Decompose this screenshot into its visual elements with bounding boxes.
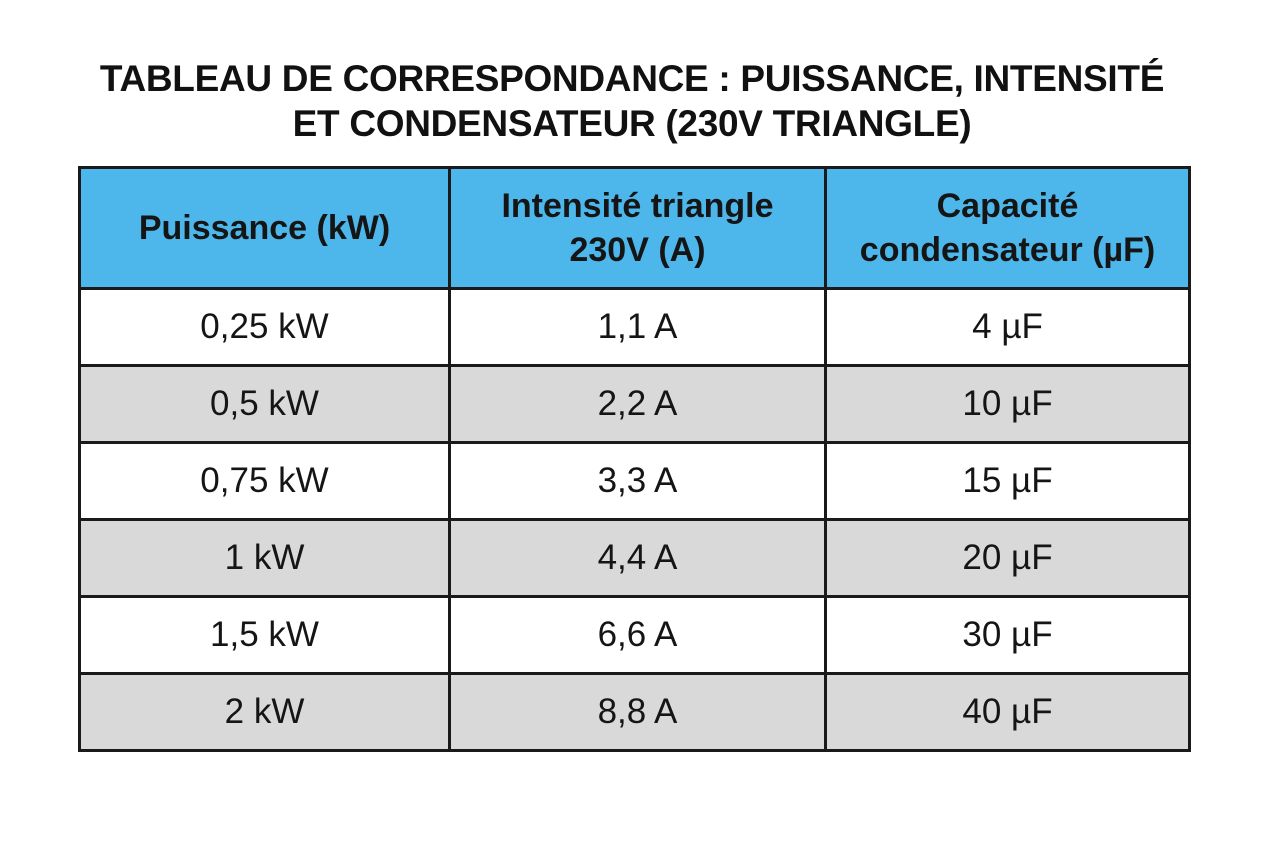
cell-capacitance: 40 µF	[824, 672, 1191, 752]
correspondence-table: Puissance (kW) Intensité triangle 230V (…	[78, 166, 1191, 752]
table-row: 0,75 kW 3,3 A 15 µF	[78, 441, 1191, 521]
table-header: Puissance (kW) Intensité triangle 230V (…	[78, 166, 1191, 290]
cell-current: 3,3 A	[448, 441, 827, 521]
cell-current: 6,6 A	[448, 595, 827, 675]
cell-capacitance: 10 µF	[824, 364, 1191, 444]
table-row: 0,25 kW 1,1 A 4 µF	[78, 287, 1191, 367]
table-body: 0,25 kW 1,1 A 4 µF 0,5 kW 2,2 A 10 µF 0,…	[78, 287, 1191, 752]
cell-capacitance: 20 µF	[824, 518, 1191, 598]
table-row: 2 kW 8,8 A 40 µF	[78, 672, 1191, 752]
header-row: Puissance (kW) Intensité triangle 230V (…	[78, 166, 1191, 290]
cell-capacitance: 30 µF	[824, 595, 1191, 675]
cell-power: 2 kW	[78, 672, 451, 752]
cell-current: 2,2 A	[448, 364, 827, 444]
table-row: 1,5 kW 6,6 A 30 µF	[78, 595, 1191, 675]
cell-power: 0,75 kW	[78, 441, 451, 521]
table-row: 1 kW 4,4 A 20 µF	[78, 518, 1191, 598]
cell-power: 1,5 kW	[78, 595, 451, 675]
cell-current: 8,8 A	[448, 672, 827, 752]
title-line-2: ET CONDENSATEUR (230V TRIANGLE)	[292, 103, 972, 144]
cell-capacitance: 15 µF	[824, 441, 1191, 521]
cell-current: 1,1 A	[448, 287, 827, 367]
header-capacitance: Capacité condensateur (µF)	[824, 166, 1191, 290]
header-power: Puissance (kW)	[78, 166, 451, 290]
table-row: 0,5 kW 2,2 A 10 µF	[78, 364, 1191, 444]
cell-current: 4,4 A	[448, 518, 827, 598]
cell-power: 0,5 kW	[78, 364, 451, 444]
cell-power: 0,25 kW	[78, 287, 451, 367]
header-current: Intensité triangle 230V (A)	[448, 166, 827, 290]
title-line-1: TABLEAU DE CORRESPONDANCE : PUISSANCE, I…	[99, 58, 1165, 99]
page-title: TABLEAU DE CORRESPONDANCE : PUISSANCE, I…	[40, 56, 1224, 146]
cell-power: 1 kW	[78, 518, 451, 598]
cell-capacitance: 4 µF	[824, 287, 1191, 367]
